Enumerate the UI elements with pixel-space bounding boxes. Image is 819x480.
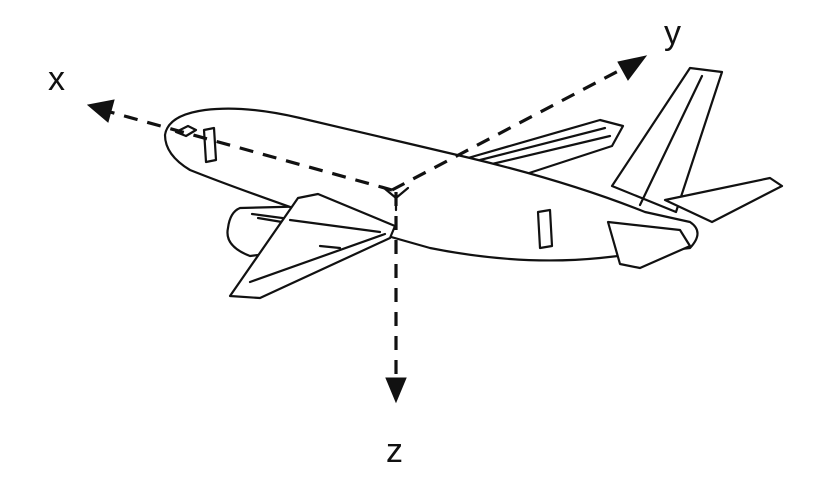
vertical-stabilizer [610, 66, 724, 214]
near-horizontal-stabilizer [606, 220, 692, 270]
x-axis [86, 99, 393, 192]
y-axis [391, 55, 648, 192]
z-axis [385, 192, 407, 404]
center-of-gravity-icon [382, 186, 410, 212]
front-door [202, 126, 218, 164]
rear-door [536, 208, 554, 250]
z-axis-label: z [386, 432, 403, 470]
far-horizontal-stabilizer [663, 176, 784, 224]
cockpit-window [174, 124, 198, 138]
x-axis-label: x [48, 60, 65, 98]
fuselage [163, 107, 699, 262]
near-wing [228, 192, 397, 300]
y-axis-label: y [664, 14, 681, 52]
